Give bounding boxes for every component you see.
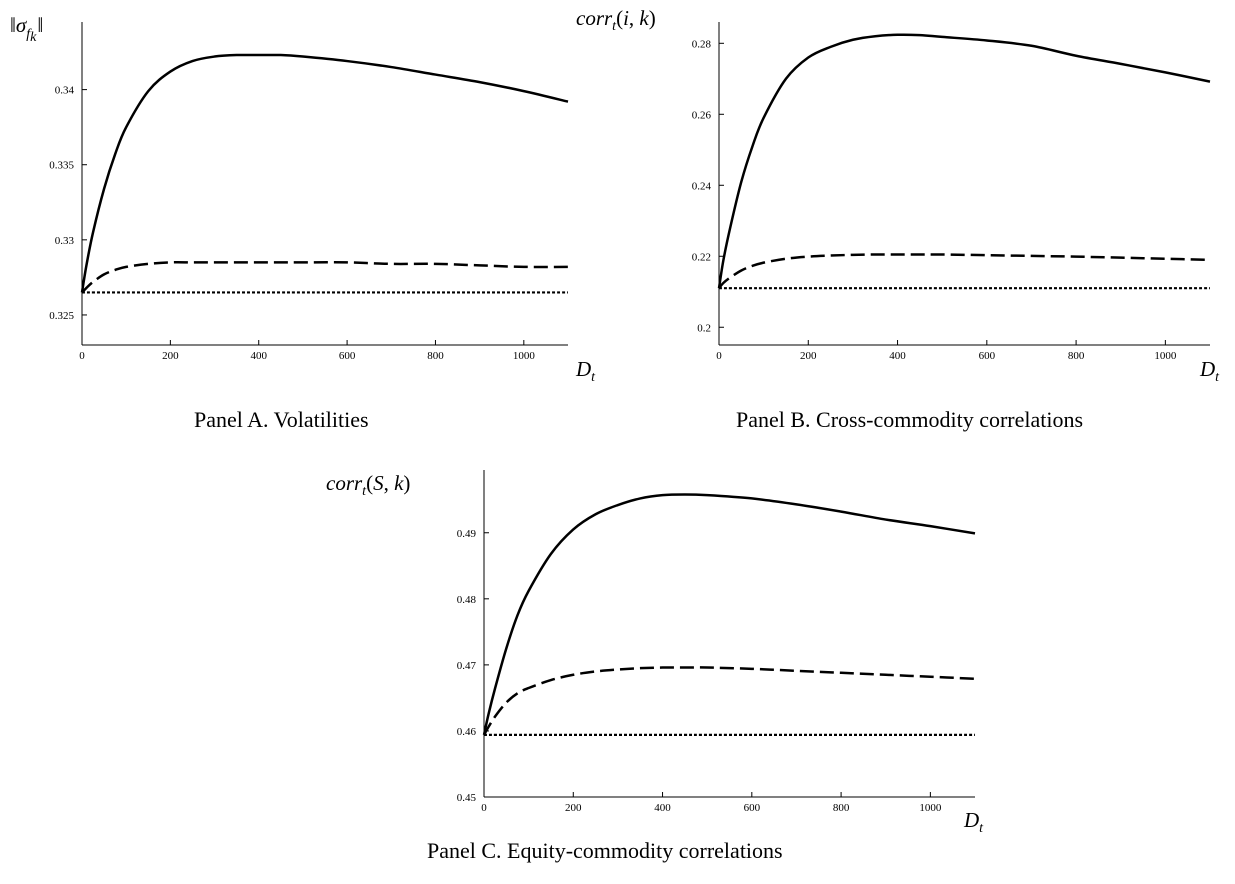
x-tick-label: 1000	[919, 802, 942, 814]
x-tick-label: 600	[744, 802, 761, 814]
x-tick-label: 0	[716, 350, 722, 362]
y-tick-label: 0.34	[55, 85, 75, 97]
y-tick-label: 0.335	[49, 160, 74, 172]
x-tick-label: 200	[162, 350, 179, 362]
y-axis-label: corrt(i, k)	[576, 6, 656, 34]
x-axis-label: Dt	[575, 357, 596, 385]
panel-a-chart: 0 200 400 600 800 1000 0.325 0.33 0.335 0.34 ‖σfk‖…	[10, 13, 596, 385]
y-tick-label: 0.22	[692, 251, 711, 263]
series-solid-line	[717, 33, 1211, 289]
y-tick-label: 0.28	[692, 38, 712, 50]
x-tick-label: 600	[339, 350, 356, 362]
y-tick-label: 0.2	[697, 322, 711, 334]
x-tick-label: 0	[79, 350, 85, 362]
panel-b-caption: Panel B. Cross-commodity correlations	[736, 407, 1084, 432]
panel-c-chart: 0 200 400 600 800 1000 0.45 0.46 0.47 0.48 0.49 cor…	[326, 470, 984, 836]
panel-a: 0 200 400 600 800 1000 0.325 0.33 0.335 0.34 ‖σfk‖…	[0, 0, 600, 440]
x-tick-label: 800	[1068, 350, 1085, 362]
x-tick-label: 800	[427, 350, 444, 362]
y-tick-label: 0.45	[457, 792, 477, 804]
series-dashed-line	[718, 253, 1211, 290]
series-solid-line	[80, 53, 569, 293]
x-tick-label: 1000	[1154, 350, 1177, 362]
x-tick-label: 400	[889, 350, 906, 362]
y-tick-label: 0.26	[692, 109, 712, 121]
panel-b-chart: 0 200 400 600 800 1000 0.2 0.22 0.24 0.26 0.28 corr…	[576, 6, 1220, 385]
y-tick-label: 0.49	[457, 528, 477, 540]
y-tick-label: 0.46	[457, 726, 477, 738]
panel-c-caption: Panel C. Equity-commodity correlations	[427, 838, 783, 863]
series-solid-line	[482, 493, 976, 736]
x-tick-label: 400	[654, 802, 671, 814]
x-tick-label: 600	[979, 350, 996, 362]
series-dashed-line	[81, 261, 569, 294]
panel-b: 0 200 400 600 800 1000 0.2 0.22 0.24 0.26 0.28 corr…	[576, 0, 1235, 440]
panel-a-caption: Panel A. Volatilities	[194, 407, 369, 432]
x-tick-label: 400	[250, 350, 267, 362]
x-tick-label: 1000	[513, 350, 536, 362]
x-tick-label: 200	[800, 350, 817, 362]
x-axis-label: Dt	[963, 808, 984, 836]
y-tick-label: 0.48	[457, 594, 477, 606]
panel-c: 0 200 400 600 800 1000 0.45 0.46 0.47 0.48 0.49 cor…	[300, 440, 1000, 884]
x-tick-label: 800	[833, 802, 850, 814]
y-axis-label: ‖σfk‖	[10, 13, 43, 45]
y-tick-label: 0.33	[55, 235, 75, 247]
y-tick-label: 0.24	[692, 180, 712, 192]
series-dashed-line	[482, 666, 976, 736]
x-axis-label: Dt	[1199, 357, 1220, 385]
x-tick-label: 200	[565, 802, 582, 814]
y-axis-label: corrt(S, k)	[326, 471, 410, 499]
y-tick-label: 0.325	[49, 310, 74, 322]
y-tick-label: 0.47	[457, 660, 477, 672]
x-tick-label: 0	[481, 802, 487, 814]
